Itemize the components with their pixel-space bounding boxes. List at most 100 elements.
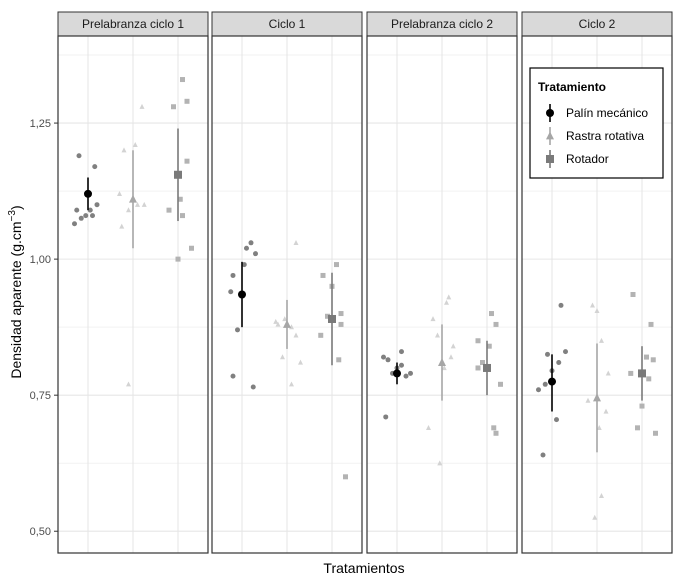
data-point [399, 349, 404, 355]
data-point [320, 272, 326, 278]
data-point [441, 365, 447, 371]
data-point [408, 370, 413, 376]
data-point [189, 245, 194, 251]
data-point [275, 321, 281, 327]
mean-point [238, 290, 246, 299]
facet-strip [211, 11, 363, 37]
data-point [280, 354, 285, 360]
data-point [639, 403, 645, 409]
data-point [383, 414, 389, 420]
data-point [78, 215, 84, 221]
data-point [448, 354, 454, 360]
data-point [273, 318, 279, 324]
data-point [558, 302, 564, 308]
data-point [141, 201, 147, 207]
data-point [599, 337, 604, 343]
data-point [135, 201, 140, 207]
data-point [184, 98, 190, 104]
data-point [605, 370, 611, 376]
data-point [90, 213, 95, 219]
data-point [648, 321, 654, 327]
data-point [599, 493, 604, 498]
legend-label-rastra: Rastra rotativa [566, 129, 644, 143]
data-point [585, 397, 591, 403]
facet-strip-label: Ciclo 1 [269, 17, 306, 31]
data-point [430, 316, 436, 322]
data-point [282, 316, 288, 322]
legend-label-palin: Palín mecánico [566, 106, 648, 120]
data-point [399, 362, 404, 368]
data-point [293, 239, 299, 245]
data-point [491, 425, 497, 431]
data-point [592, 514, 598, 520]
data-point [289, 324, 294, 330]
y-axis-title-superscript: −3 [7, 210, 18, 222]
data-point [635, 425, 640, 431]
data-point [646, 376, 652, 382]
data-point [117, 190, 122, 196]
data-point [444, 299, 449, 305]
data-point [338, 311, 344, 317]
data-point [184, 158, 190, 164]
facet-strip-label: Ciclo 2 [579, 17, 616, 31]
mean-point [483, 363, 491, 372]
data-point [489, 311, 494, 317]
y-tick-label: 1,00 [30, 254, 51, 266]
data-point [87, 207, 93, 213]
legend-key-marker [546, 109, 554, 117]
data-point [556, 360, 562, 366]
y-tick-label: 0,50 [30, 526, 51, 538]
legend-label-rotador: Rotador [566, 152, 609, 166]
data-point [298, 359, 303, 365]
mean-point [438, 357, 446, 366]
data-point [493, 321, 499, 327]
legend-key-marker [546, 131, 554, 140]
data-point [628, 370, 634, 376]
data-point [180, 213, 185, 219]
data-point [536, 387, 541, 393]
data-point [540, 452, 546, 458]
data-point [594, 307, 600, 313]
data-point [171, 104, 176, 110]
panel-border [211, 35, 363, 554]
panel-border [366, 35, 518, 554]
data-point [76, 153, 82, 159]
y-tick-label: 0,75 [30, 390, 51, 402]
data-point [650, 357, 656, 363]
data-point [596, 424, 602, 430]
facet-strip-label: Prelabranza ciclo 1 [82, 17, 184, 31]
data-point [480, 360, 485, 366]
data-point [493, 430, 499, 436]
legend-key-marker [546, 155, 554, 163]
y-axis-title-main: Densidad aparente (g.cm [8, 221, 24, 378]
data-point [437, 460, 443, 466]
data-point [590, 302, 595, 308]
data-point [139, 103, 145, 109]
facet-strip [521, 11, 673, 37]
legend-title: Tratamiento [538, 80, 606, 94]
data-point [132, 141, 138, 147]
mean-point [283, 319, 291, 328]
data-point [126, 381, 131, 387]
data-point [486, 343, 492, 349]
data-point [180, 77, 185, 83]
facet-panel: Ciclo 1 [211, 11, 363, 554]
data-point [385, 357, 391, 363]
y-axis: 0,50 0,75 1,00 1,25 [30, 118, 58, 538]
data-point [498, 381, 503, 387]
facet-strip [57, 11, 209, 37]
data-point [230, 272, 236, 278]
data-point [228, 289, 234, 295]
data-point [325, 313, 330, 319]
data-point [241, 262, 247, 268]
data-point [289, 381, 294, 387]
data-point [166, 207, 172, 213]
y-axis-title-close: ) [8, 205, 24, 210]
legend: Tratamiento Palín mecánico Rastra rotati… [529, 67, 664, 179]
data-point [426, 424, 431, 430]
mean-point [129, 194, 137, 203]
data-point [446, 294, 452, 300]
data-point [644, 354, 649, 360]
data-point [435, 332, 440, 338]
x-axis-title: Tratamientos [323, 560, 404, 576]
